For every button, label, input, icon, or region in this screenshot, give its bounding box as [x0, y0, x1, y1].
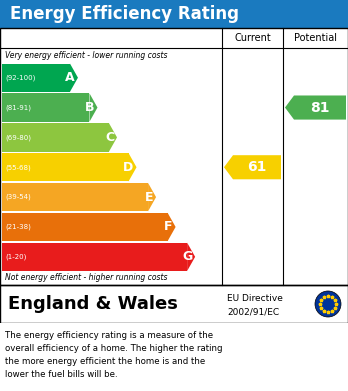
Bar: [0, 28, 348, 285]
Text: (1-20): (1-20): [5, 254, 26, 260]
Text: E: E: [144, 190, 153, 204]
Bar: [2, 63, 70, 92]
Text: 61: 61: [247, 160, 267, 174]
Text: the more energy efficient the home is and the: the more energy efficient the home is an…: [5, 357, 205, 366]
Text: G: G: [182, 250, 192, 263]
Bar: [0, 323, 348, 391]
Bar: [0, 0, 348, 28]
Polygon shape: [128, 153, 136, 181]
Text: (92-100): (92-100): [5, 74, 35, 81]
Text: (69-80): (69-80): [5, 134, 31, 141]
Text: Very energy efficient - lower running costs: Very energy efficient - lower running co…: [5, 50, 167, 59]
Bar: [2, 243, 187, 271]
Polygon shape: [285, 95, 346, 120]
Text: Energy Efficiency Rating: Energy Efficiency Rating: [10, 5, 239, 23]
Polygon shape: [168, 213, 176, 241]
Text: (39-54): (39-54): [5, 194, 31, 200]
Text: 2002/91/EC: 2002/91/EC: [227, 307, 279, 316]
Text: Current: Current: [234, 33, 271, 43]
Circle shape: [315, 291, 341, 317]
Polygon shape: [109, 123, 117, 152]
Polygon shape: [224, 155, 281, 179]
Bar: [2, 153, 128, 181]
Text: overall efficiency of a home. The higher the rating: overall efficiency of a home. The higher…: [5, 344, 222, 353]
Bar: [2, 93, 89, 122]
Text: Potential: Potential: [294, 33, 337, 43]
Text: England & Wales: England & Wales: [8, 295, 178, 313]
Text: D: D: [123, 161, 134, 174]
Bar: [0, 285, 348, 323]
Text: lower the fuel bills will be.: lower the fuel bills will be.: [5, 370, 118, 379]
Polygon shape: [89, 93, 97, 122]
Text: (81-91): (81-91): [5, 104, 31, 111]
Text: 81: 81: [310, 100, 330, 115]
Text: (21-38): (21-38): [5, 224, 31, 230]
Polygon shape: [187, 243, 195, 271]
Bar: [2, 123, 109, 152]
Text: EU Directive: EU Directive: [227, 294, 283, 303]
Bar: [2, 213, 168, 241]
Text: The energy efficiency rating is a measure of the: The energy efficiency rating is a measur…: [5, 331, 213, 340]
Text: A: A: [65, 71, 75, 84]
Text: (55-68): (55-68): [5, 164, 31, 170]
Polygon shape: [148, 183, 156, 211]
Polygon shape: [70, 63, 78, 92]
Text: F: F: [164, 221, 173, 233]
Text: C: C: [105, 131, 114, 144]
Bar: [2, 183, 148, 211]
Text: Not energy efficient - higher running costs: Not energy efficient - higher running co…: [5, 273, 167, 283]
Text: B: B: [85, 101, 94, 114]
